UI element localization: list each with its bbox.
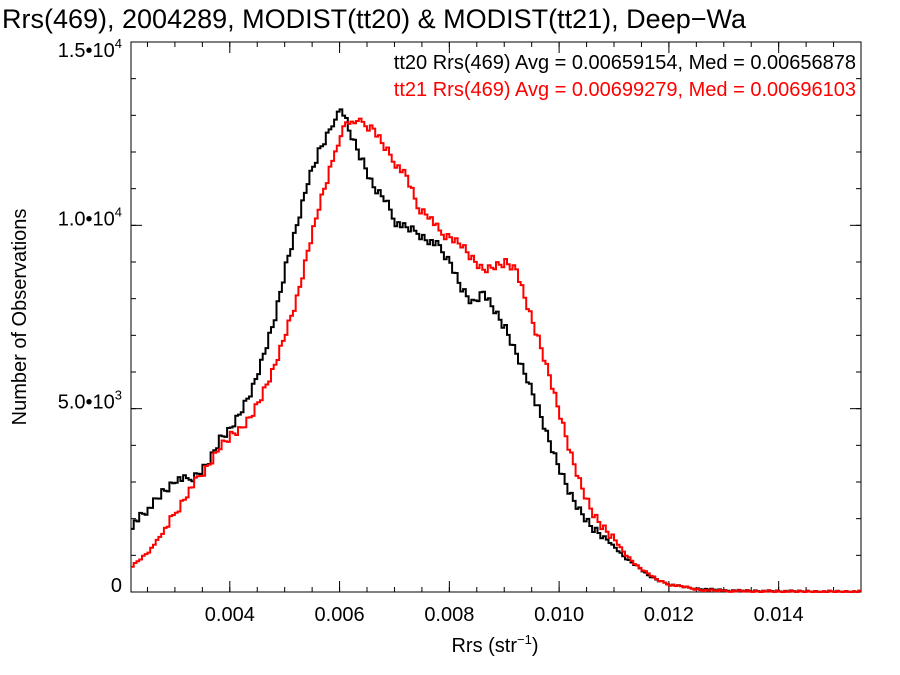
series-lines bbox=[131, 108, 861, 593]
plot-border bbox=[130, 41, 862, 593]
x-tick-labels: 0.004 0.006 0.008 0.010 0.012 0.014 bbox=[205, 604, 804, 626]
x-axis-label-exponent: −1 bbox=[517, 632, 532, 647]
x-axis-label: Rrs (str−1) bbox=[451, 632, 538, 657]
x-tick-label: 0.006 bbox=[315, 604, 365, 626]
x-tick-label: 0.008 bbox=[424, 604, 474, 626]
y-axis-label: Number of Observations bbox=[9, 209, 31, 426]
x-tick-label: 0.012 bbox=[644, 604, 694, 626]
x-tick-label: 0.004 bbox=[205, 604, 255, 626]
y-tick-labels: 0 5.0•103 1.0•104 1.5•104 bbox=[58, 36, 122, 597]
x-axis-label-main: Rrs (str bbox=[451, 635, 517, 657]
y-tick-label: 0 bbox=[111, 575, 122, 597]
x-tick-label: 0.014 bbox=[754, 604, 804, 626]
y-tick-label: 5.0•103 bbox=[58, 388, 122, 414]
series-line-tt20 bbox=[131, 108, 861, 593]
legend-entry-tt21: tt21 Rrs(469) Avg = 0.00699279, Med = 0.… bbox=[394, 79, 856, 101]
legend-entry-tt20: tt20 Rrs(469) Avg = 0.00659154, Med = 0.… bbox=[394, 52, 856, 74]
plot-area bbox=[130, 41, 862, 593]
x-tick-label: 0.010 bbox=[534, 604, 584, 626]
chart-title: Rrs(469), 2004289, MODIST(tt20) & MODIST… bbox=[2, 4, 747, 34]
y-tick-label: 1.0•104 bbox=[58, 204, 122, 230]
minor-ticks bbox=[131, 41, 862, 593]
major-ticks bbox=[131, 41, 861, 593]
x-axis-label-close: ) bbox=[532, 635, 539, 657]
series-line-tt21 bbox=[131, 117, 861, 593]
y-tick-label: 1.5•104 bbox=[58, 36, 122, 62]
